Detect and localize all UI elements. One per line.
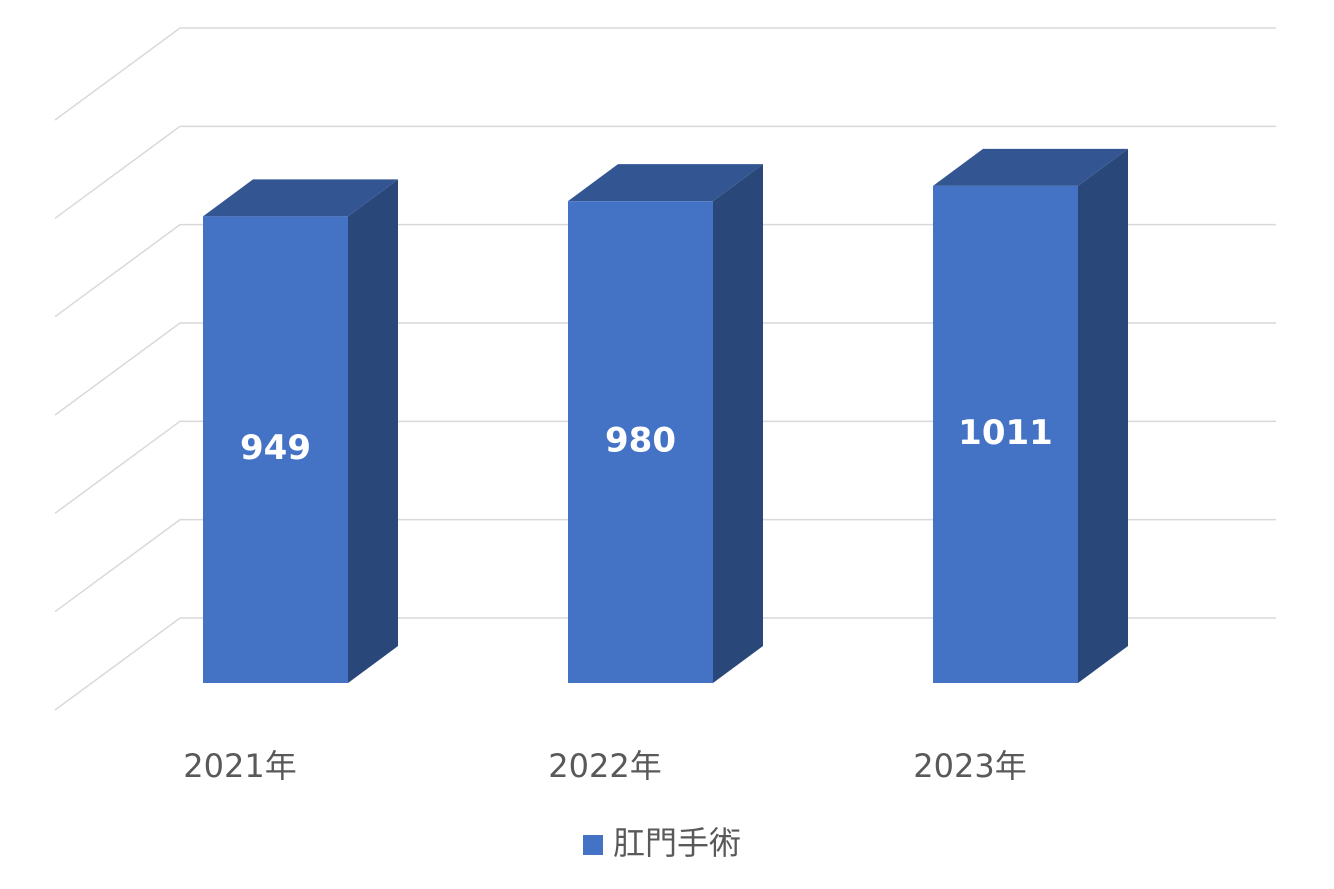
x-tick-label: 2023年 [913, 747, 1026, 785]
legend-label: 肛門手術 [613, 824, 741, 862]
grid-line [54, 27, 1276, 121]
grid-line [54, 617, 1276, 711]
bar-side [1078, 148, 1128, 684]
bar [933, 185, 1078, 684]
grid-line [54, 223, 1276, 318]
grid-line [54, 322, 1276, 416]
x-tick-label: 2021年 [183, 747, 296, 785]
bar-top [568, 164, 763, 202]
grid-line [54, 518, 1276, 613]
legend-swatch [583, 835, 603, 855]
data-label: 949 [240, 428, 311, 468]
x-tick-label: 2022年 [548, 747, 661, 785]
grid-line [54, 125, 1276, 219]
bar-side [348, 179, 398, 684]
bar-top [203, 179, 398, 217]
bar-side [713, 164, 763, 683]
bar-top [933, 148, 1128, 186]
data-label: 1011 [958, 413, 1053, 453]
bar [203, 216, 348, 684]
data-label: 980 [605, 421, 676, 461]
bar [568, 201, 713, 683]
grid-line [54, 420, 1276, 514]
